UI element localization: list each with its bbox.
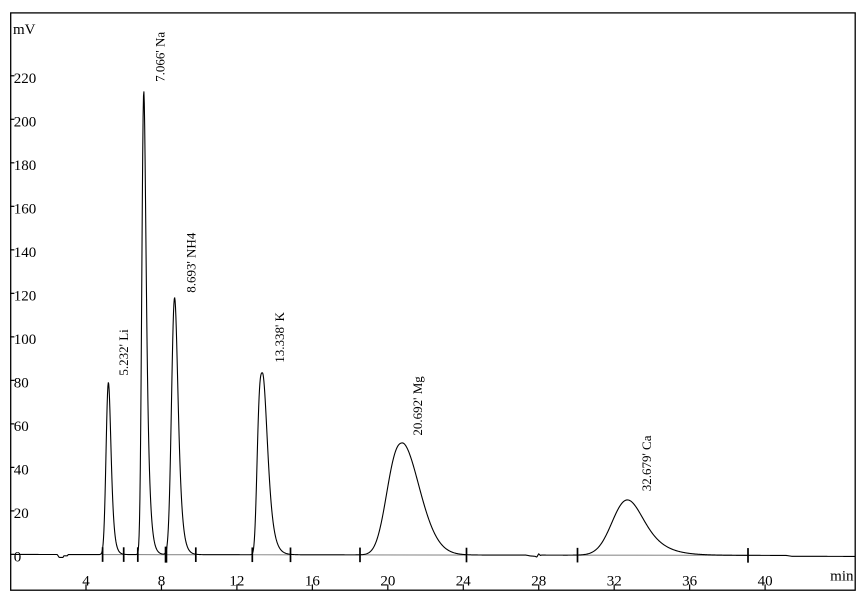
svg-text:20: 20: [380, 573, 395, 589]
svg-text:min: min: [830, 569, 854, 585]
svg-text:7.066' Na: 7.066' Na: [152, 32, 167, 82]
svg-text:180: 180: [14, 158, 37, 174]
svg-text:28: 28: [531, 573, 546, 589]
svg-text:80: 80: [14, 376, 29, 392]
svg-text:12: 12: [229, 573, 244, 589]
svg-text:120: 120: [14, 289, 37, 305]
svg-text:16: 16: [305, 573, 321, 589]
svg-text:20: 20: [14, 506, 29, 522]
svg-text:32: 32: [607, 573, 622, 589]
svg-text:32.679' Ca: 32.679' Ca: [639, 435, 654, 491]
svg-text:20.692' Mg: 20.692' Mg: [410, 376, 425, 436]
svg-text:8.693' NH4: 8.693' NH4: [184, 232, 199, 293]
svg-text:160: 160: [14, 202, 37, 218]
svg-text:200: 200: [14, 115, 37, 131]
svg-text:140: 140: [14, 245, 37, 261]
svg-text:5.232' Li: 5.232' Li: [116, 329, 131, 376]
svg-text:13.338' K: 13.338' K: [272, 311, 287, 362]
svg-text:4: 4: [82, 573, 90, 589]
svg-text:mV: mV: [13, 22, 36, 38]
svg-text:60: 60: [14, 419, 29, 435]
svg-text:8: 8: [158, 573, 166, 589]
svg-text:0: 0: [14, 550, 21, 566]
svg-text:100: 100: [14, 332, 37, 348]
svg-text:40: 40: [14, 463, 29, 479]
svg-text:40: 40: [758, 573, 773, 589]
svg-text:220: 220: [14, 71, 37, 87]
svg-text:36: 36: [682, 573, 698, 589]
svg-text:24: 24: [456, 573, 472, 589]
